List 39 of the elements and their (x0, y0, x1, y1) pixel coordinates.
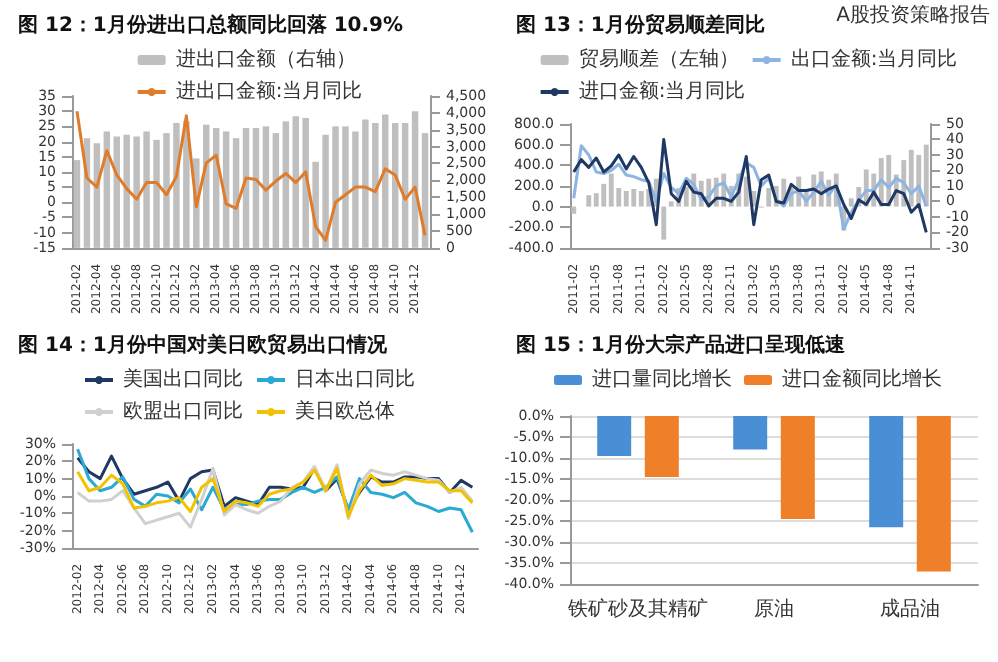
line-series (76, 463, 474, 529)
legend-label: 出口金额:当月同比 (790, 47, 958, 71)
bar (252, 128, 260, 248)
x-tick-label: 铁矿砂及其精矿 (566, 597, 708, 621)
line-series (75, 109, 427, 242)
legend-label: 进出口金额:当月同比 (175, 79, 363, 103)
bar (766, 188, 772, 207)
text: A股投资策略报告 (836, 3, 991, 27)
line-series (76, 454, 474, 512)
x-tick-label: 成品油 (880, 597, 940, 621)
legend-label: 贸易顺差（左轴） (578, 47, 739, 71)
bar (586, 195, 592, 207)
bar (262, 126, 270, 248)
bar (661, 206, 667, 240)
chart-title: 图 15：1月份大宗产品进口呈现低速 (516, 333, 847, 357)
bar (272, 133, 280, 248)
line-series (76, 447, 474, 534)
bar (623, 191, 629, 207)
bar (608, 173, 614, 207)
bar (631, 189, 637, 207)
legend-label: 美日欧总体 (295, 399, 395, 423)
legend-label: 进出口金额（右轴） (175, 47, 356, 71)
chart-title: 图 14：1月份中国对美日欧贸易出口情况 (18, 333, 389, 357)
bar (908, 149, 914, 207)
line-series (76, 466, 474, 519)
bar (571, 206, 577, 214)
bar (923, 144, 929, 207)
bar (282, 121, 290, 248)
legend-label: 日本出口同比 (295, 367, 415, 391)
chart-title: 图 13：1月份贸易顺差同比 (516, 13, 765, 37)
chart-title: 图 12：1月份进出口总额同比回落 10.9% (18, 13, 404, 37)
legend-label: 美国出口同比 (123, 367, 243, 391)
legend-label: 欧盟出口同比 (123, 399, 243, 423)
legend-label: 进口金额:当月同比 (578, 79, 746, 103)
legend-label: 进口金额同比增长 (782, 367, 942, 391)
legend-label: 进口量同比增长 (592, 367, 732, 391)
bar (73, 160, 81, 248)
bar (638, 191, 644, 207)
x-tick-label: 原油 (754, 597, 794, 621)
